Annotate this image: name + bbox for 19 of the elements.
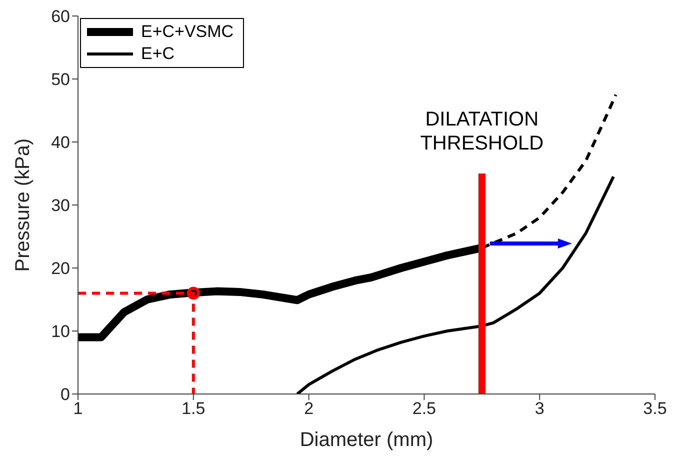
y-axis-title: Pressure (kPa) [12, 138, 34, 272]
y-tick-label: 40 [51, 133, 70, 152]
x-tick-label: 1 [73, 399, 83, 418]
line-series [296, 175, 615, 394]
x-tick-label: 2 [304, 399, 314, 418]
y-tick-label: 20 [51, 259, 70, 278]
y-tick-label: 30 [51, 196, 70, 216]
y-tick-label: 60 [51, 7, 70, 26]
legend-label: E+C [141, 43, 175, 65]
annotation: DILATATION THRESHOLD [420, 108, 544, 154]
x-tick-label: 3 [534, 399, 544, 418]
x-tick-label: 2.5 [412, 399, 436, 418]
legend-label: E+C+VSMC [141, 21, 234, 43]
y-tick-label: 50 [51, 70, 70, 90]
y-tick-label: 10 [51, 322, 70, 342]
x-tick-label: 1.5 [182, 399, 206, 418]
y-tick-label: 0 [60, 385, 70, 404]
x-tick-label: 3.5 [643, 399, 667, 418]
x-axis-title: Diameter (mm) [300, 429, 434, 451]
